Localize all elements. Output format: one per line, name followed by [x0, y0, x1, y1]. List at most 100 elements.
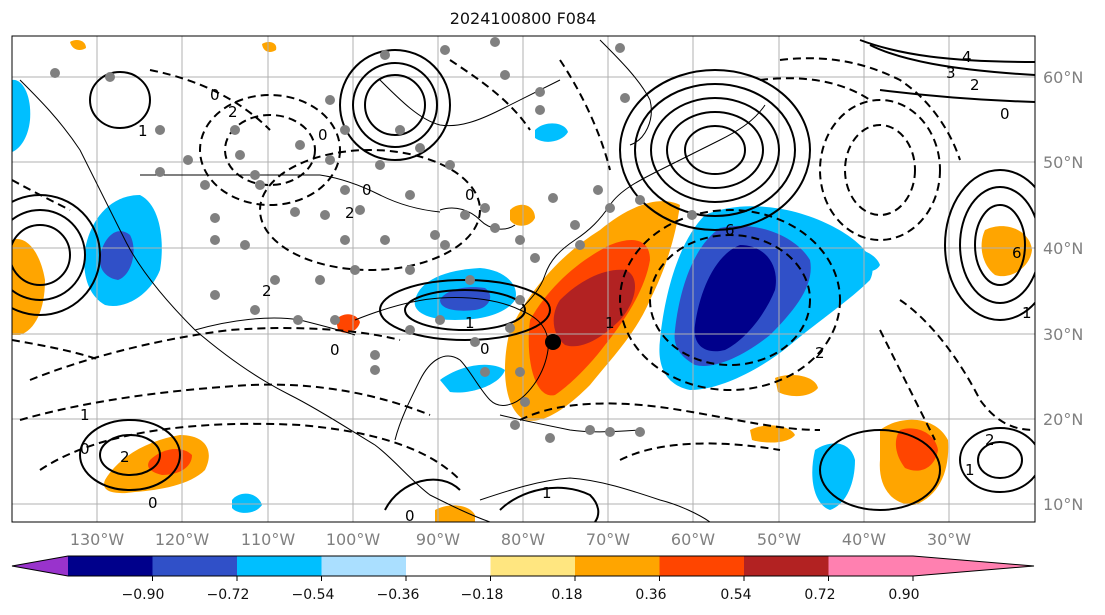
lon-label: 50°W: [757, 530, 801, 549]
svg-text:1: 1: [80, 406, 90, 424]
lon-label: 80°W: [501, 530, 545, 549]
colorbar-extend-low: [12, 556, 68, 576]
svg-text:3: 3: [946, 64, 956, 82]
colorbar-label: 0.54: [720, 587, 751, 603]
svg-text:0: 0: [465, 186, 475, 204]
svg-text:6: 6: [725, 221, 735, 239]
lon-label: 120°W: [155, 530, 210, 549]
negative-anomaly-west-core: [99, 231, 134, 280]
negative-anomaly-northwest: [12, 79, 31, 152]
contour-caribbean-trough: [519, 402, 821, 431]
lat-label: 10°N: [1043, 495, 1083, 514]
lat-label: 60°N: [1043, 68, 1083, 87]
contour-canada-trough: [149, 69, 271, 131]
station-dots: [50, 37, 697, 443]
contour-tropical-atlantic: [819, 429, 941, 511]
lon-label: 110°W: [241, 530, 296, 549]
map-title: 2024100800 F084: [449, 9, 597, 28]
colorbar-label: −0.18: [461, 587, 504, 603]
colorbar-label: 0.36: [635, 587, 666, 603]
colorbar-bin: [490, 556, 575, 576]
graticule: [12, 36, 1035, 522]
contour-high-atlantic-north: [619, 69, 811, 231]
contour-high-north-central: [339, 49, 451, 161]
lon-label: 60°W: [671, 530, 715, 549]
colorbar-label: −0.36: [377, 587, 420, 603]
lat-label: 20°N: [1043, 410, 1083, 429]
negative-anomaly-atlantic-east-tail: [840, 248, 880, 272]
colorbar: −0.90 −0.72 −0.54 −0.36 −0.18 0.18 0.36 …: [11, 555, 1035, 603]
svg-text:0: 0: [1000, 105, 1010, 123]
contour-low-atlantic: [619, 209, 841, 391]
positive-anomaly-central-atlantic-2: [750, 425, 795, 443]
contour-north-east-ridge: [869, 44, 1035, 76]
contour-pacific-south: [79, 419, 181, 491]
coastline-greenland: [599, 39, 652, 146]
positive-anomaly-north-1: [70, 40, 86, 50]
lon-label: 100°W: [326, 530, 381, 549]
negative-anomaly-pacific-south: [232, 493, 262, 513]
coastline-gulf: [354, 297, 549, 441]
contour-high-east: [944, 169, 1035, 321]
lon-label: 30°W: [927, 530, 971, 549]
lon-label: 90°W: [416, 530, 460, 549]
contour-pacific-trough: [29, 327, 401, 381]
contour-west-pacific: [12, 179, 71, 211]
negative-anomaly-atlantic-core: [694, 245, 776, 352]
contour-low-great-lakes: [259, 149, 481, 271]
colorbar-bin: [321, 556, 406, 576]
svg-text:2: 2: [815, 344, 825, 362]
lon-label: 130°W: [70, 530, 125, 549]
positive-anomaly-north-2: [262, 42, 277, 52]
contour-eastern-atlantic: [899, 299, 1035, 431]
svg-text:2: 2: [228, 103, 238, 121]
contour-east-tropical: [959, 427, 1035, 493]
positive-anomaly-central-atlantic: [775, 375, 818, 397]
storm-position-marker: [545, 334, 561, 350]
colorbar-bin: [152, 556, 237, 576]
lon-label: 70°W: [586, 530, 630, 549]
svg-text:2: 2: [970, 76, 980, 94]
negative-anomaly-tropical-east: [812, 443, 855, 510]
positive-anomaly-mexico: [336, 314, 360, 333]
contour-north-atlantic: [779, 57, 961, 161]
svg-text:2: 2: [345, 204, 355, 222]
svg-text:0: 0: [405, 507, 415, 525]
svg-text:1: 1: [965, 461, 975, 479]
svg-text:1: 1: [542, 484, 552, 502]
colorbar-extend-high: [913, 556, 1034, 576]
positive-anomaly-northeast: [981, 226, 1032, 277]
negative-anomaly-gulf-core: [440, 287, 491, 311]
coastline-caribbean: [499, 414, 641, 433]
svg-text:2: 2: [120, 448, 130, 466]
colorbar-bin: [744, 556, 829, 576]
latitude-labels: 60°N 50°N 40°N 30°N 20°N 10°N: [1043, 68, 1083, 514]
colorbar-bin: [828, 556, 913, 576]
lat-label: 30°N: [1043, 325, 1083, 344]
lat-label: 50°N: [1043, 153, 1083, 172]
contour-low-central: [199, 94, 341, 206]
colorbar-bin: [659, 556, 744, 576]
colorbar-label: −0.72: [207, 587, 250, 603]
colorbar-label: −0.90: [122, 587, 165, 603]
svg-text:1: 1: [465, 314, 475, 332]
contour-low-midatlantic: [819, 99, 941, 241]
negative-anomaly-labrador: [535, 123, 568, 142]
colorbar-label: −0.54: [292, 587, 335, 603]
lon-label: 40°W: [842, 530, 886, 549]
colorbar-bin: [237, 556, 322, 576]
positive-anomaly-east-coast-core: [553, 269, 636, 347]
svg-text:4: 4: [962, 48, 972, 66]
coastline-hudson-bay: [379, 79, 561, 127]
svg-text:1: 1: [138, 122, 148, 140]
colorbar-label: 0.72: [804, 587, 835, 603]
colorbar-bin: [575, 556, 660, 576]
colorbar-bin: [68, 556, 153, 576]
svg-text:0: 0: [148, 494, 158, 512]
svg-text:0: 0: [80, 440, 90, 458]
map-frame: [11, 35, 1036, 523]
colorbar-label: 0.90: [888, 587, 919, 603]
colorbar-bin: [406, 556, 491, 576]
svg-text:1: 1: [1022, 304, 1032, 322]
